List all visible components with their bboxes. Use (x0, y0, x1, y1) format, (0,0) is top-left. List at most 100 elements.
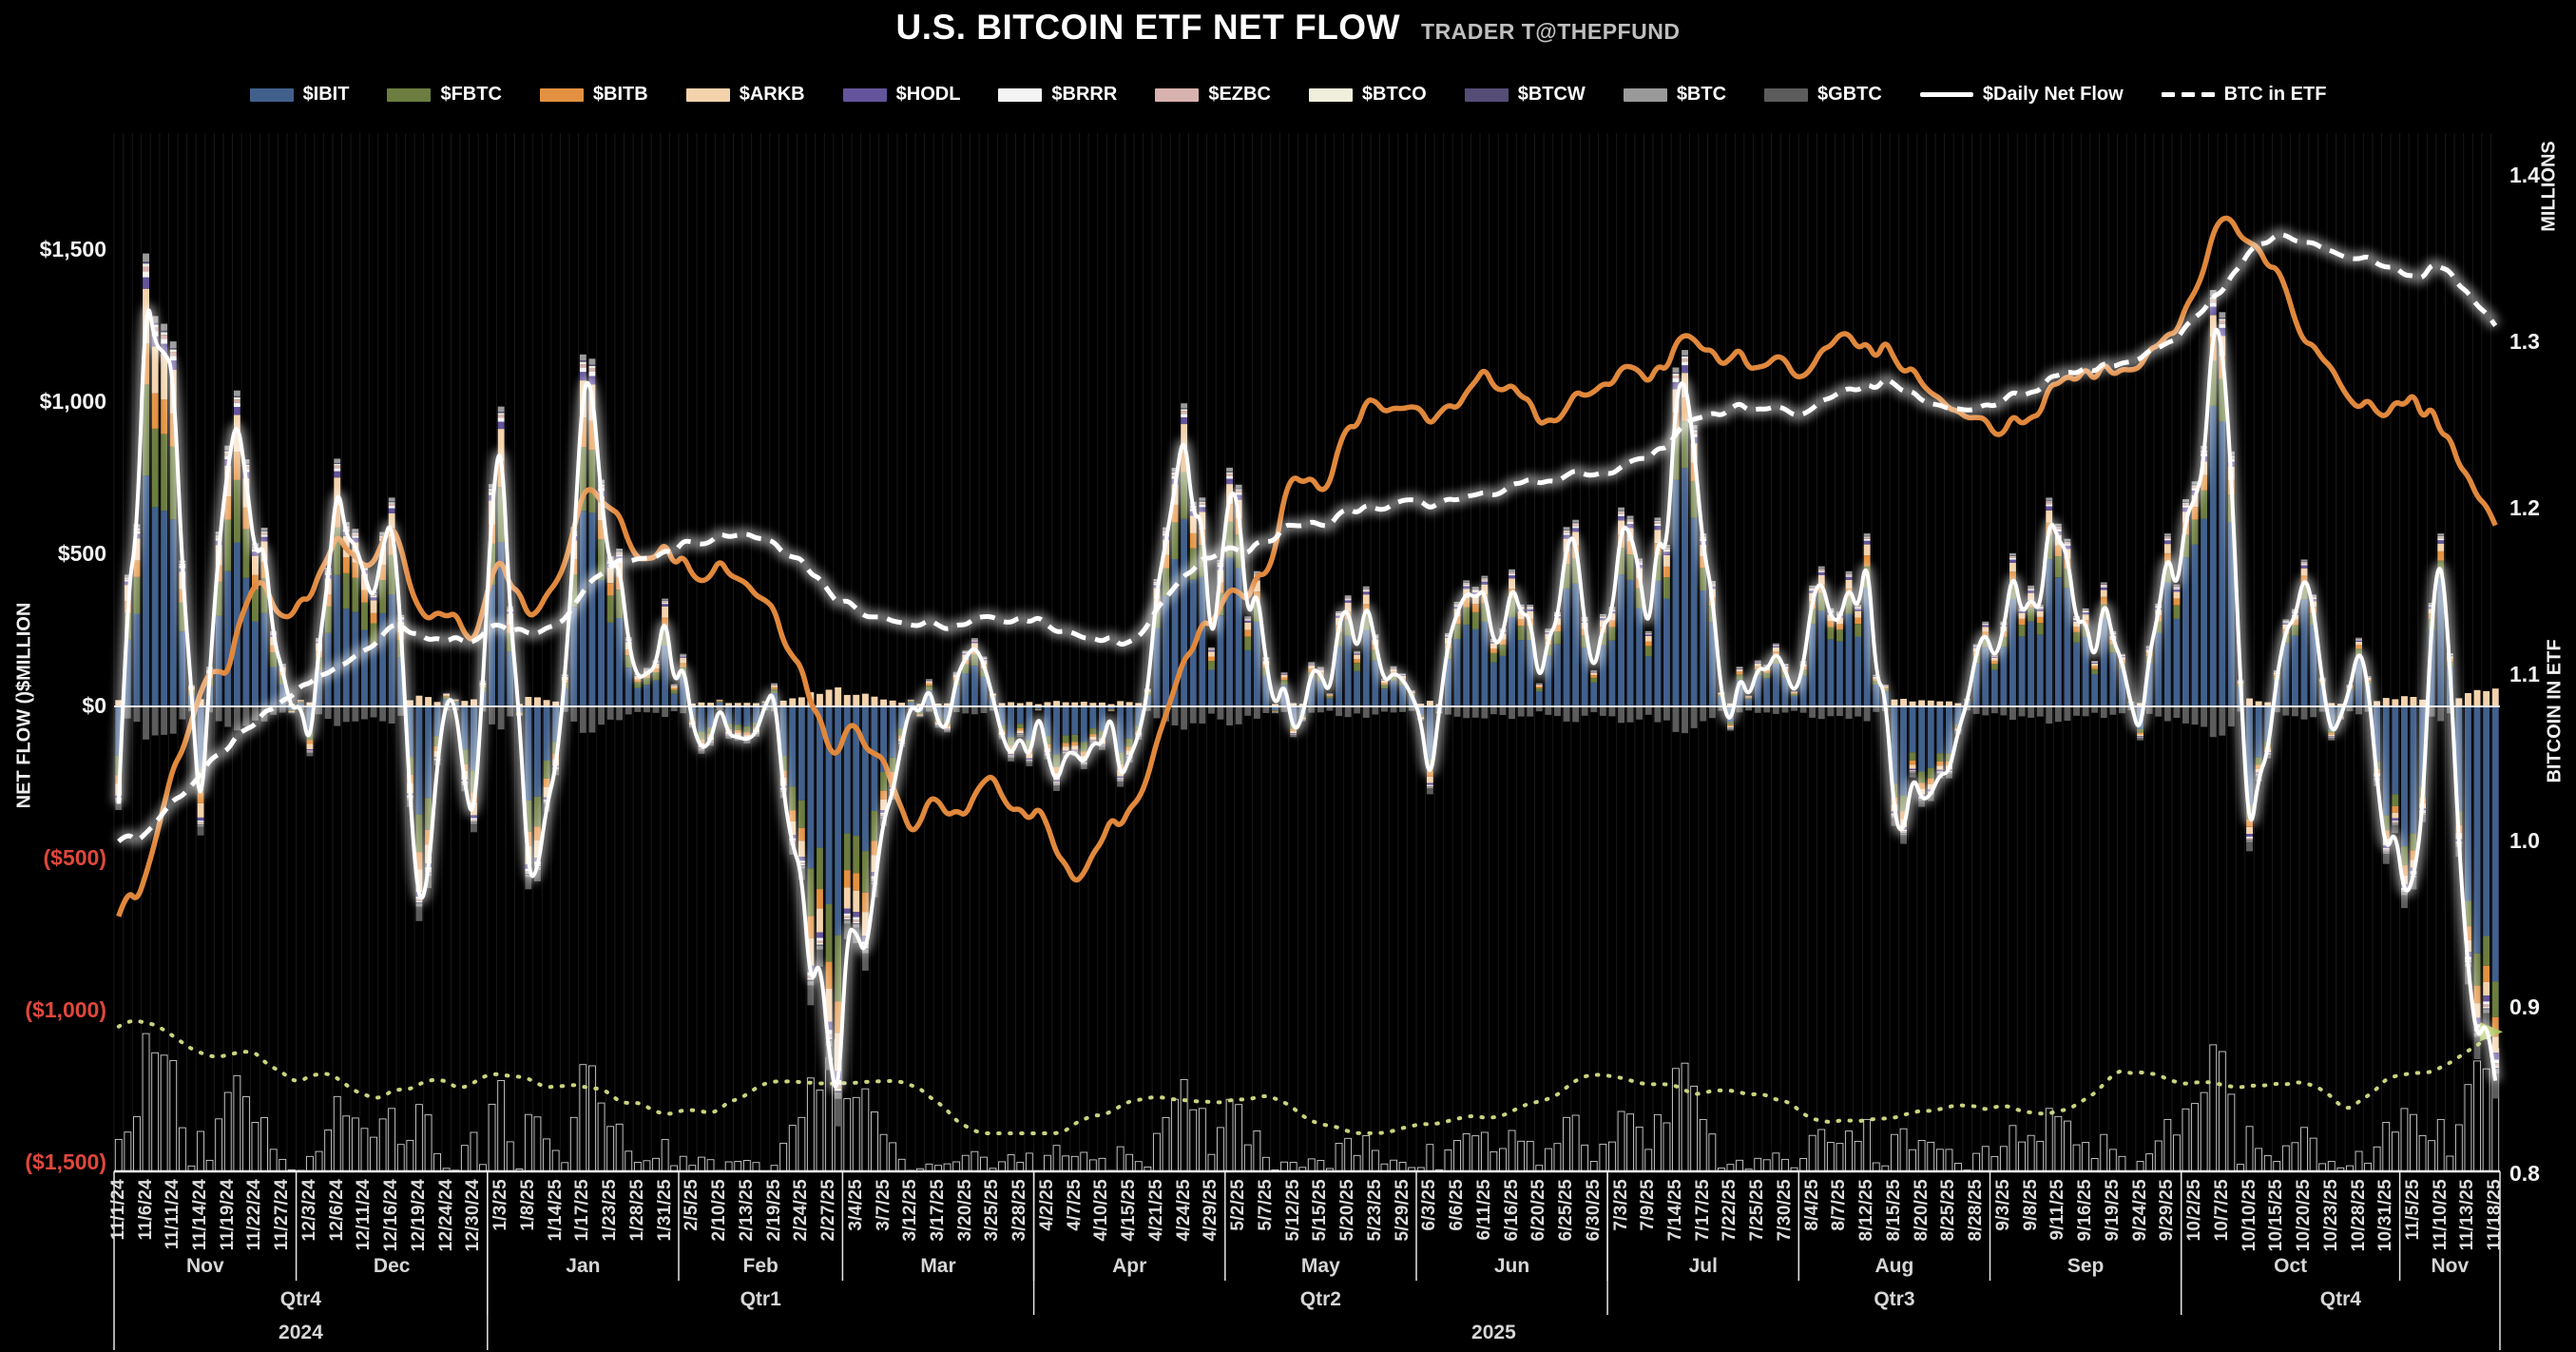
legend-label: $BITB (592, 84, 648, 105)
x-axis-date-label: 8/7/25 (1829, 1179, 1850, 1231)
x-axis-date-label: 6/3/25 (1419, 1179, 1440, 1231)
legend-item-btco: $BTCO (1308, 84, 1427, 106)
legend-dashed-line-icon (2161, 92, 2215, 97)
x-axis-date-label: 4/29/25 (1201, 1179, 1221, 1242)
x-axis-date-label: 10/20/25 (2294, 1179, 2315, 1252)
x-axis-date-label: 6/25/25 (1556, 1179, 1577, 1242)
left-axis-tick: $500 (57, 541, 106, 566)
x-axis-month-label: Mar (920, 1255, 956, 1277)
legend-item-brrr: $BRRR (998, 84, 1117, 106)
x-axis-date-label: 11/11/24 (163, 1179, 183, 1250)
x-axis-date-label: 1/14/25 (545, 1179, 566, 1242)
x-axis-month-label: Nov (185, 1255, 224, 1277)
legend: $IBIT $FBTC $BITB $ARKB $HODL $BRRR $EZBC $BTCO… (0, 84, 2576, 106)
x-axis-month-label: Apr (1112, 1255, 1147, 1277)
x-axis-date-label: 6/6/25 (1447, 1179, 1468, 1231)
x-axis-date-label: 4/15/25 (1119, 1179, 1140, 1242)
x-axis-date-label: 5/15/25 (1310, 1179, 1331, 1242)
x-axis-date-label: 5/12/25 (1282, 1179, 1303, 1242)
x-axis-month-label: Sep (2067, 1255, 2105, 1277)
x-axis-date-label: 12/3/24 (298, 1179, 319, 1242)
right-axis-tick: 0.9 (2509, 995, 2540, 1019)
x-axis-date-label: 12/11/24 (354, 1179, 375, 1251)
x-axis-date-label: 7/25/25 (1747, 1179, 1768, 1242)
legend-item-btcw: $BTCW (1464, 84, 1586, 106)
legend-item-ezbc: $EZBC (1155, 84, 1271, 106)
x-axis-date-label: 1/3/25 (490, 1179, 511, 1231)
x-axis-date-label: 8/20/25 (1911, 1179, 1932, 1242)
x-axis-date-label: 12/6/24 (326, 1179, 347, 1242)
x-axis-date-label: 6/20/25 (1528, 1179, 1549, 1242)
x-axis-date-label: 2/5/25 (682, 1179, 702, 1231)
legend-label: $HODL (895, 84, 961, 105)
x-axis-date-label: 10/15/25 (2266, 1179, 2287, 1252)
legend-label: $BRRR (1051, 84, 1118, 105)
x-axis-month-label: Jan (566, 1255, 601, 1277)
legend-swatch-icon (387, 87, 432, 102)
x-axis-date-label: 8/12/25 (1856, 1179, 1877, 1242)
legend-solid-line-icon (1919, 92, 1973, 97)
x-axis-month-label: Jul (1688, 1255, 1718, 1277)
x-axis-month-label: Oct (2274, 1255, 2308, 1277)
x-axis-date-label: 1/31/25 (654, 1179, 675, 1242)
x-axis-date-label: 3/17/25 (928, 1179, 948, 1242)
x-axis-date-label: 10/10/25 (2239, 1179, 2259, 1252)
legend-item-btcinetf: BTC in ETF (2161, 84, 2327, 106)
x-axis-date-label: 12/19/24 (408, 1179, 429, 1252)
right-axis-tick: 1.3 (2509, 329, 2540, 354)
x-axis-date-label: 11/19/24 (217, 1179, 238, 1251)
x-axis-year-label: 2024 (279, 1322, 323, 1343)
legend-label: $BTC (1676, 84, 1727, 105)
x-axis-date-label: 2/10/25 (709, 1179, 730, 1242)
legend-label: BTC in ETF (2223, 84, 2327, 105)
x-axis-date-label: 1/23/25 (600, 1179, 621, 1242)
left-axis-tick: $1,500 (39, 237, 106, 261)
legend-swatch-icon (1764, 87, 1809, 102)
x-axis-date-label: 11/5/25 (2402, 1179, 2423, 1241)
legend-swatch-icon (685, 87, 730, 102)
left-axis-tick: ($1,000) (25, 997, 106, 1022)
x-axis-date-label: 6/16/25 (1501, 1179, 1522, 1242)
legend-swatch-icon (1464, 87, 1509, 102)
x-axis-month-label: Dec (373, 1255, 411, 1277)
x-axis-date-label: 4/2/25 (1036, 1179, 1057, 1231)
legend-item-dailynetflow: $Daily Net Flow (1919, 84, 2124, 106)
right-axis-tick: 1.1 (2509, 662, 2540, 686)
x-axis-year-label: 2025 (1471, 1322, 1516, 1343)
x-axis-month-label: May (1300, 1255, 1340, 1277)
legend-item-hodl: $HODL (842, 84, 961, 106)
x-axis-date-label: 7/17/25 (1692, 1179, 1713, 1242)
x-axis-date-label: 5/29/25 (1392, 1179, 1413, 1242)
x-axis-date-label: 11/13/25 (2457, 1179, 2478, 1251)
legend-item-ibit: $IBIT (249, 84, 349, 106)
title-block: U.S. BITCOIN ETF NET FLOW TRADER T@THEPF… (0, 8, 2576, 48)
legend-item-arkb: $ARKB (685, 84, 805, 106)
left-axis-tick: $1,000 (39, 389, 106, 414)
x-axis-date-label: 9/3/25 (1992, 1179, 2013, 1231)
right-axis-tick: 1.4 (2509, 163, 2540, 187)
legend-swatch-icon (998, 87, 1043, 102)
legend-item-bitb: $BITB (539, 84, 648, 106)
x-axis-date-label: 7/22/25 (1720, 1179, 1740, 1242)
x-axis-date-label: 11/6/24 (135, 1179, 156, 1241)
x-axis-date-label: 9/11/25 (2047, 1179, 2068, 1241)
x-axis-month-label: Jun (1493, 1255, 1530, 1277)
x-axis-date-label: 6/30/25 (1583, 1179, 1604, 1242)
legend-label: $EZBC (1208, 84, 1271, 105)
x-axis-date-label: 7/30/25 (1774, 1179, 1795, 1242)
x-axis-month-label: Aug (1874, 1255, 1914, 1277)
x-axis-date-label: 1/17/25 (572, 1179, 593, 1242)
left-axis-title: NET FLOW ()$MILLION (13, 602, 35, 809)
x-axis-date-label: 3/25/25 (982, 1179, 1003, 1242)
x-axis-quarter-label: Qtr4 (279, 1288, 321, 1310)
x-axis-date-label: 11/1/24 (107, 1179, 128, 1241)
legend-swatch-icon (1308, 87, 1353, 102)
x-axis-date-label: 4/7/25 (1064, 1179, 1085, 1231)
x-axis-date-label: 5/7/25 (1255, 1179, 1276, 1231)
title-byline: TRADER T@THEPFUND (1421, 19, 1681, 44)
x-axis-date-label: 9/8/25 (2020, 1179, 2041, 1231)
legend-label: $FBTC (440, 84, 502, 105)
right-axis-title: BITCOIN IN ETF (2544, 639, 2566, 783)
x-axis-date-label: 11/22/24 (244, 1179, 265, 1251)
